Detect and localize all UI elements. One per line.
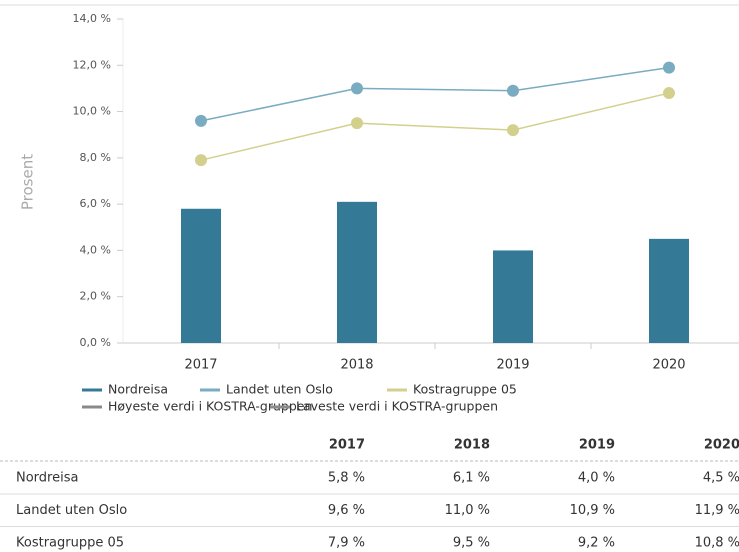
x-tick-label: 2019 <box>496 358 529 373</box>
table-cell: Nordreisa <box>16 471 78 486</box>
table-cell: Landet uten Oslo <box>16 503 127 518</box>
table-cell: 10,9 % <box>570 503 615 518</box>
y-axis-label: Prosent <box>19 154 37 210</box>
legend-label: Kostragruppe 05 <box>413 382 517 397</box>
table-cell: 4,0 % <box>578 471 615 486</box>
point <box>507 124 519 137</box>
point <box>507 84 519 97</box>
legend-label: Høyeste verdi i KOSTRA-gruppen <box>108 399 312 414</box>
bar <box>493 250 533 343</box>
y-tick-label: 8,0 % <box>80 151 111 164</box>
table-cell: 6,1 % <box>453 471 490 486</box>
table-cell: 11,9 % <box>695 503 739 518</box>
table-cell: 7,9 % <box>328 536 365 551</box>
table-cell: 11,0 % <box>445 503 490 518</box>
point <box>351 82 363 95</box>
table-header: 2019 <box>579 438 615 453</box>
x-tick-label: 2017 <box>184 358 217 373</box>
line <box>200 92 670 161</box>
legend-label: Landet uten Oslo <box>226 382 333 397</box>
x-tick-label: 2018 <box>340 358 373 373</box>
y-tick-label: 4,0 % <box>80 243 111 256</box>
line <box>200 66 670 122</box>
table-cell: 4,5 % <box>703 471 739 486</box>
bar <box>649 238 689 343</box>
table-cell: 9,5 % <box>453 536 490 551</box>
y-tick-label: 2,0 % <box>80 290 111 303</box>
point <box>195 114 207 127</box>
point <box>195 154 207 167</box>
bar <box>337 201 377 343</box>
y-tick-label: 14,0 % <box>73 12 111 25</box>
table-header: 2020 <box>704 438 739 453</box>
y-tick-label: 0,0 % <box>80 336 111 349</box>
table-cell: 9,2 % <box>578 536 615 551</box>
point <box>663 87 675 100</box>
table-header: 2017 <box>329 438 365 453</box>
legend-label: Laveste verdi i KOSTRA-gruppen <box>296 399 498 414</box>
point <box>663 61 675 74</box>
table-cell: 10,8 % <box>695 536 739 551</box>
x-tick-label: 2020 <box>652 358 685 373</box>
legend-label: Nordreisa <box>108 382 168 397</box>
table-cell: 5,8 % <box>328 471 365 486</box>
y-tick-label: 12,0 % <box>73 58 111 71</box>
table-header: 2018 <box>454 438 490 453</box>
y-tick-label: 6,0 % <box>80 197 111 210</box>
table-cell: 9,6 % <box>328 503 365 518</box>
point <box>351 117 363 130</box>
table-cell: Kostragruppe 05 <box>16 536 124 551</box>
y-tick-label: 10,0 % <box>73 105 111 118</box>
bar <box>181 208 221 343</box>
